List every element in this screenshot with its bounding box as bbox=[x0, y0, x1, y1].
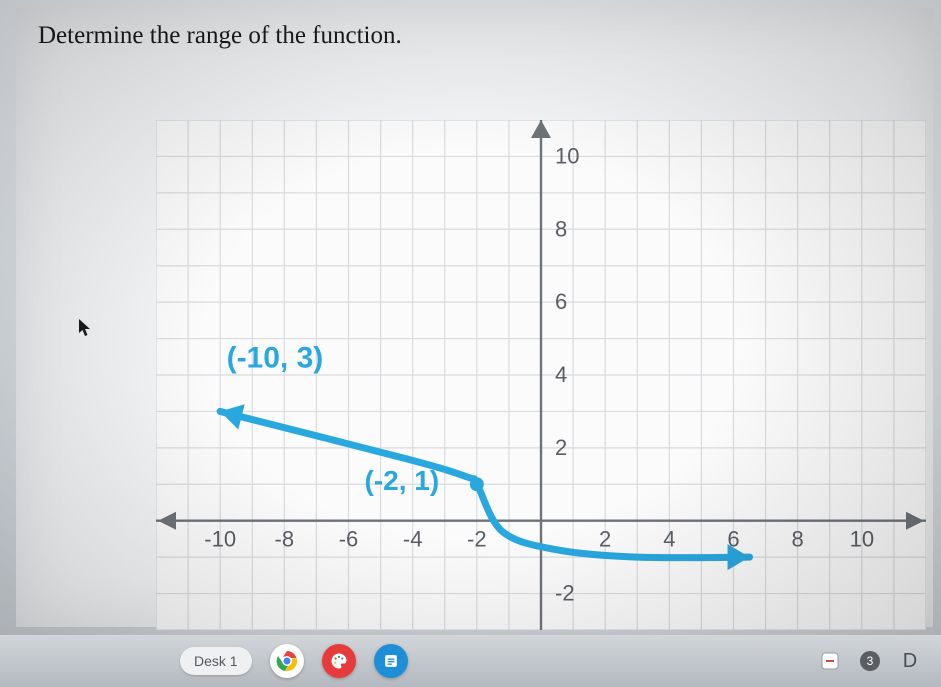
tray-app-icon[interactable] bbox=[819, 650, 841, 672]
svg-text:2: 2 bbox=[555, 435, 567, 460]
svg-text:8: 8 bbox=[792, 527, 804, 552]
chrome-icon[interactable] bbox=[270, 644, 304, 678]
function-graph: -10-8-6-4-2246810-2246810(-10, 3)(-2, 1) bbox=[156, 120, 926, 630]
svg-text:-2: -2 bbox=[555, 581, 575, 606]
svg-text:10: 10 bbox=[555, 143, 579, 168]
mouse-cursor-icon bbox=[78, 318, 92, 338]
tray-letter: D bbox=[899, 650, 921, 672]
badge-number: 3 bbox=[867, 654, 874, 668]
worksheet-page: Determine the range of the function. -10… bbox=[16, 8, 933, 627]
svg-text:10: 10 bbox=[850, 527, 874, 552]
svg-text:-10: -10 bbox=[204, 527, 236, 552]
svg-text:6: 6 bbox=[555, 289, 567, 314]
taskbar: Desk 1 bbox=[0, 635, 941, 687]
svg-text:-2: -2 bbox=[467, 527, 487, 552]
svg-text:(-10, 3): (-10, 3) bbox=[227, 342, 324, 375]
svg-text:-8: -8 bbox=[275, 527, 295, 552]
chart-canvas: -10-8-6-4-2246810-2246810(-10, 3)(-2, 1) bbox=[156, 120, 926, 630]
notes-icon[interactable] bbox=[374, 644, 408, 678]
palette-icon[interactable] bbox=[322, 644, 356, 678]
svg-text:-4: -4 bbox=[403, 527, 423, 552]
svg-text:8: 8 bbox=[555, 216, 567, 241]
svg-text:4: 4 bbox=[663, 527, 675, 552]
svg-text:4: 4 bbox=[555, 362, 567, 387]
svg-text:-6: -6 bbox=[339, 527, 359, 552]
svg-text:2: 2 bbox=[599, 527, 611, 552]
desk-switcher[interactable]: Desk 1 bbox=[180, 647, 252, 675]
tray-badge-icon[interactable]: 3 bbox=[859, 650, 881, 672]
question-text: Determine the range of the function. bbox=[38, 22, 402, 50]
svg-text:(-2, 1): (-2, 1) bbox=[365, 465, 440, 496]
